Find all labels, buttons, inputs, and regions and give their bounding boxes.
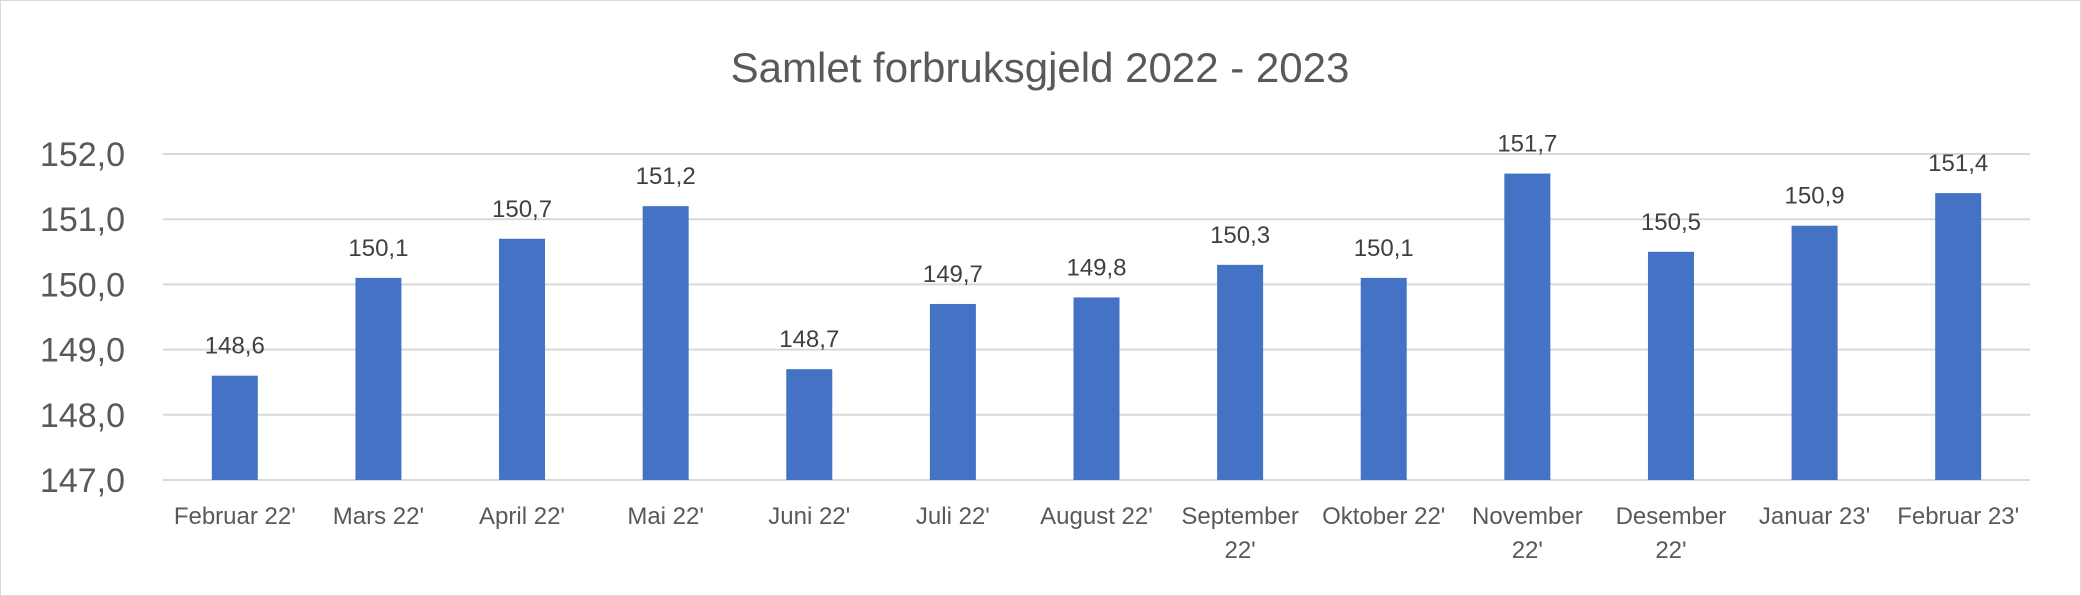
x-tick-label: April 22' (479, 503, 565, 530)
data-label: 150,7 (492, 196, 552, 223)
bar (929, 303, 976, 480)
y-tick-label: 148,0 (40, 397, 125, 435)
bar (786, 369, 833, 480)
bar (355, 277, 402, 480)
bar (1504, 173, 1551, 480)
y-axis-tick-labels: 147,0 148,0 149,0 150,0 151,0 152,0 (40, 136, 125, 500)
x-tick-label: Januar 23' (1759, 503, 1870, 530)
x-tick-label: Juli 22' (916, 503, 990, 530)
y-tick-label: 151,0 (40, 201, 125, 239)
y-tick-label: 147,0 (40, 462, 125, 500)
bar (1217, 264, 1264, 480)
data-label: 151,4 (1928, 150, 1988, 177)
data-label: 150,9 (1785, 183, 1845, 210)
y-tick-label: 149,0 (40, 332, 125, 370)
x-tick-label: Februar 22' (174, 503, 296, 530)
bar (1073, 297, 1120, 480)
x-tick-label: Desember 22' (1616, 503, 1727, 564)
bar (1791, 225, 1838, 480)
bar (1647, 251, 1694, 480)
data-label: 150,1 (1354, 235, 1414, 262)
bar (499, 238, 546, 480)
bar (642, 206, 689, 480)
y-tick-label: 150,0 (40, 266, 125, 304)
data-labels: 148,6 150,1 150,7 151,2 148,7 149,7 149,8 150,3… (205, 131, 1988, 360)
x-tick-label: Mars 22' (333, 503, 424, 530)
x-tick-label: November 22' (1472, 503, 1583, 564)
x-axis-tick-labels: Februar 22' Mars 22' April 22' Mai 22' Juni … (174, 503, 2019, 564)
x-tick-label: Februar 23' (1897, 503, 2019, 530)
bar (1360, 277, 1407, 480)
x-tick-label: Mai 22' (627, 503, 704, 530)
data-label: 150,3 (1210, 222, 1270, 249)
x-tick-label: Juni 22' (768, 503, 850, 530)
gridlines (163, 153, 2030, 481)
data-label: 151,2 (636, 163, 696, 190)
bar (1935, 193, 1982, 480)
x-tick-label: August 22' (1040, 503, 1153, 530)
bars (211, 173, 1982, 480)
x-tick-label: September 22' (1181, 503, 1298, 564)
data-label: 148,6 (205, 333, 265, 360)
data-label: 148,7 (779, 326, 839, 353)
x-tick-label: Oktober 22' (1322, 503, 1445, 530)
data-label: 150,1 (348, 235, 408, 262)
y-tick-label: 152,0 (40, 136, 125, 174)
data-label: 149,8 (1066, 254, 1126, 281)
bar (211, 375, 258, 480)
data-label: 149,7 (923, 261, 983, 288)
chart-title: Samlet forbruksgjeld 2022 - 2023 (731, 44, 1350, 91)
data-label: 151,7 (1497, 131, 1557, 158)
data-label: 150,5 (1641, 209, 1701, 236)
